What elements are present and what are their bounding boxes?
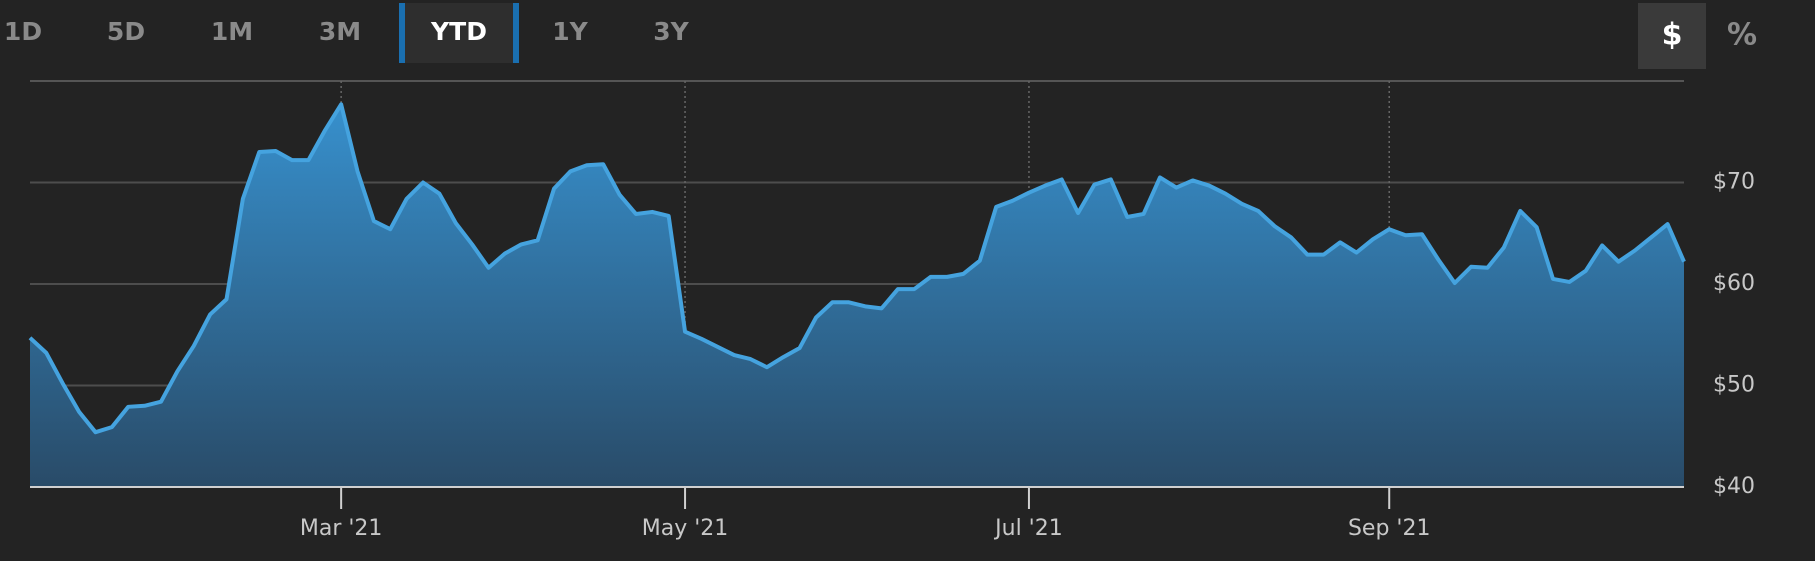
y-tick-label: $50: [1713, 373, 1755, 398]
range-button[interactable]: 1D: [4, 17, 42, 46]
line: [28, 102, 1686, 435]
y-tick-label: $70: [1713, 170, 1755, 195]
selected-range-edge: [399, 3, 405, 63]
range-button[interactable]: 1Y: [552, 17, 588, 46]
unit-button[interactable]: %: [1727, 18, 1757, 53]
x-tick-label: May '21: [642, 516, 729, 541]
selected-range-bg: [399, 3, 519, 63]
y-tick-label: $40: [1713, 474, 1755, 499]
range-button[interactable]: YTD: [430, 17, 487, 46]
selected-range-edge: [513, 3, 519, 63]
unit-button[interactable]: $: [1662, 18, 1683, 53]
y-tick-label: $60: [1713, 271, 1755, 296]
range-button[interactable]: 3Y: [653, 17, 689, 46]
range-button[interactable]: 1M: [211, 17, 253, 46]
range-button[interactable]: 3M: [319, 17, 361, 46]
range-button[interactable]: 5D: [107, 17, 145, 46]
x-tick-label: Mar '21: [300, 516, 383, 541]
selected-unit-bg: [1638, 3, 1706, 69]
x-tick-label: Jul '21: [993, 516, 1063, 541]
area: [30, 104, 1684, 487]
x-tick-label: Sep '21: [1348, 516, 1431, 541]
